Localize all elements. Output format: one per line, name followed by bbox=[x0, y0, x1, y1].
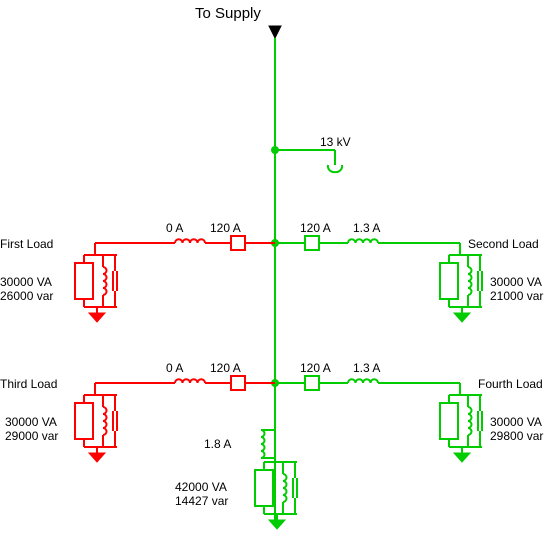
fourth-current: 120 A bbox=[300, 361, 331, 375]
center-current: 1.8 A bbox=[204, 437, 231, 451]
second-breaker-a: 1.3 A bbox=[353, 221, 380, 235]
fourth-load-va: 30000 VA bbox=[490, 415, 542, 429]
title: To Supply bbox=[195, 5, 261, 22]
center-va: 42000 VA bbox=[175, 480, 227, 494]
fourth-load-var: 29800 var bbox=[490, 429, 543, 443]
third-load-var: 29000 var bbox=[5, 429, 58, 443]
second-load-va: 30000 VA bbox=[490, 275, 542, 289]
fourth-load-name: Fourth Load bbox=[478, 377, 543, 391]
third-current: 120 A bbox=[210, 361, 241, 375]
third-breaker-a: 0 A bbox=[166, 361, 183, 375]
fourth-breaker-a: 1.3 A bbox=[353, 361, 380, 375]
third-load-name: Third Load bbox=[0, 377, 57, 391]
first-load-var: 26000 var bbox=[0, 289, 53, 303]
second-current: 120 A bbox=[300, 221, 331, 235]
first-load-va: 30000 VA bbox=[0, 275, 52, 289]
first-breaker-a: 0 A bbox=[166, 221, 183, 235]
first-current: 120 A bbox=[210, 221, 241, 235]
center-var: 14427 var bbox=[175, 494, 228, 508]
second-load-var: 21000 var bbox=[490, 289, 543, 303]
second-load-name: Second Load bbox=[468, 237, 539, 251]
supply-voltage: 13 kV bbox=[320, 135, 351, 149]
third-load-va: 30000 VA bbox=[5, 415, 57, 429]
first-load-name: First Load bbox=[0, 237, 53, 251]
